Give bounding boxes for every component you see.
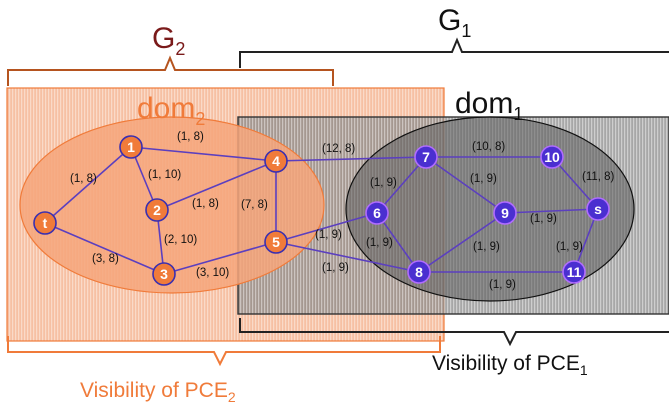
edge-label-n5-n6: (1, 9): [315, 229, 342, 241]
node-label-n10: 10: [544, 149, 560, 165]
node-n8: [407, 260, 431, 284]
edge-label-layer: (1, 8) (3, 8) (1, 8) (1, 10) (1, 8) (2, 10) (3…: [70, 131, 615, 291]
visibility-pce2-label: Visibility of PCE2: [80, 379, 236, 405]
g1-brace: [239, 37, 669, 68]
node-n6: [365, 201, 389, 225]
edge-label-n6-n8: (1, 9): [366, 237, 393, 249]
edge-label-n1-n4: (1, 8): [177, 131, 204, 143]
node-label-n7: 7: [422, 149, 430, 165]
edge-label-n7-n6: (1, 9): [370, 177, 397, 189]
edge-label-n9-n8: (1, 9): [473, 241, 500, 253]
visibility-pce1-label: Visibility of PCE1: [432, 352, 588, 378]
edge-n6-n8: [376, 212, 420, 273]
edge-layer: [44, 146, 599, 275]
node-label-n9: 9: [501, 205, 509, 221]
edge-n9-s: [504, 208, 599, 214]
g1-label: G1: [438, 4, 471, 41]
node-label-s: s: [594, 201, 602, 217]
dom2-ellipse: [19, 116, 325, 294]
node-n5: [264, 230, 288, 254]
node-layer: t 1 2 3 4 5 6 7 8 9 10 11 s: [33, 135, 610, 286]
edge-n2-n4: [156, 160, 277, 211]
node-n2: [145, 198, 169, 222]
edge-n1-n4: [130, 146, 277, 162]
dom1-label: dom1: [455, 87, 523, 124]
edge-label-n3-n5: (3, 10): [196, 267, 229, 279]
node-n10: [540, 145, 564, 169]
node-n7: [414, 145, 438, 169]
node-n3: [152, 262, 176, 286]
edge-label-n8-n11: (1, 9): [489, 279, 516, 291]
node-label-n6: 6: [373, 205, 381, 221]
g2-label: G2: [152, 22, 185, 59]
edge-label-n1-n2: (1, 10): [148, 169, 181, 181]
dom2-label: dom2: [137, 92, 205, 129]
edge-label-n7-n10: (10, 8): [472, 141, 505, 153]
edge-n5-n6: [275, 212, 378, 243]
pce1-brace: [239, 318, 669, 347]
edge-label-t-n3: (3, 8): [92, 253, 119, 265]
node-label-t: t: [43, 215, 48, 231]
edge-label-n9-s: (1, 9): [530, 213, 557, 225]
edge-t-n3: [44, 222, 165, 275]
edge-n9-n8: [418, 212, 506, 273]
edge-label-t-n1: (1, 8): [70, 173, 97, 185]
edge-label-n4-n5: (7, 8): [241, 199, 268, 211]
node-label-n3: 3: [160, 266, 168, 282]
edge-label-n5-n8: (1, 9): [322, 262, 349, 274]
edge-n7-n9: [425, 156, 506, 214]
node-n11: [562, 260, 586, 284]
edge-label-n10-s: (11, 8): [582, 171, 615, 183]
edge-n7-n6: [376, 156, 427, 214]
edge-label-s-n11: (1, 9): [556, 241, 583, 253]
node-label-n11: 11: [567, 264, 582, 280]
edge-n5-n8: [275, 241, 420, 273]
node-t: [33, 211, 57, 235]
node-n1: [119, 135, 143, 159]
node-label-n5: 5: [272, 234, 280, 250]
edge-label-n7-n9: (1, 9): [470, 173, 497, 185]
node-label-n1: 1: [127, 139, 135, 155]
node-label-n8: 8: [415, 264, 423, 280]
node-n4: [264, 149, 288, 173]
node-label-n2: 2: [153, 202, 161, 218]
edge-label-n2-n3: (2, 10): [164, 234, 197, 246]
edge-n4-n7: [275, 156, 427, 162]
edge-label-n2-n4: (1, 8): [192, 198, 219, 210]
edge-t-n1: [44, 146, 132, 224]
node-s: [586, 197, 610, 221]
node-n9: [493, 201, 517, 225]
node-label-n4: 4: [272, 153, 280, 169]
edge-label-n4-n7: (12, 8): [322, 143, 355, 155]
pce2-brace: [7, 336, 441, 367]
edge-n3-n5: [163, 241, 277, 275]
g2-brace: [7, 55, 334, 86]
